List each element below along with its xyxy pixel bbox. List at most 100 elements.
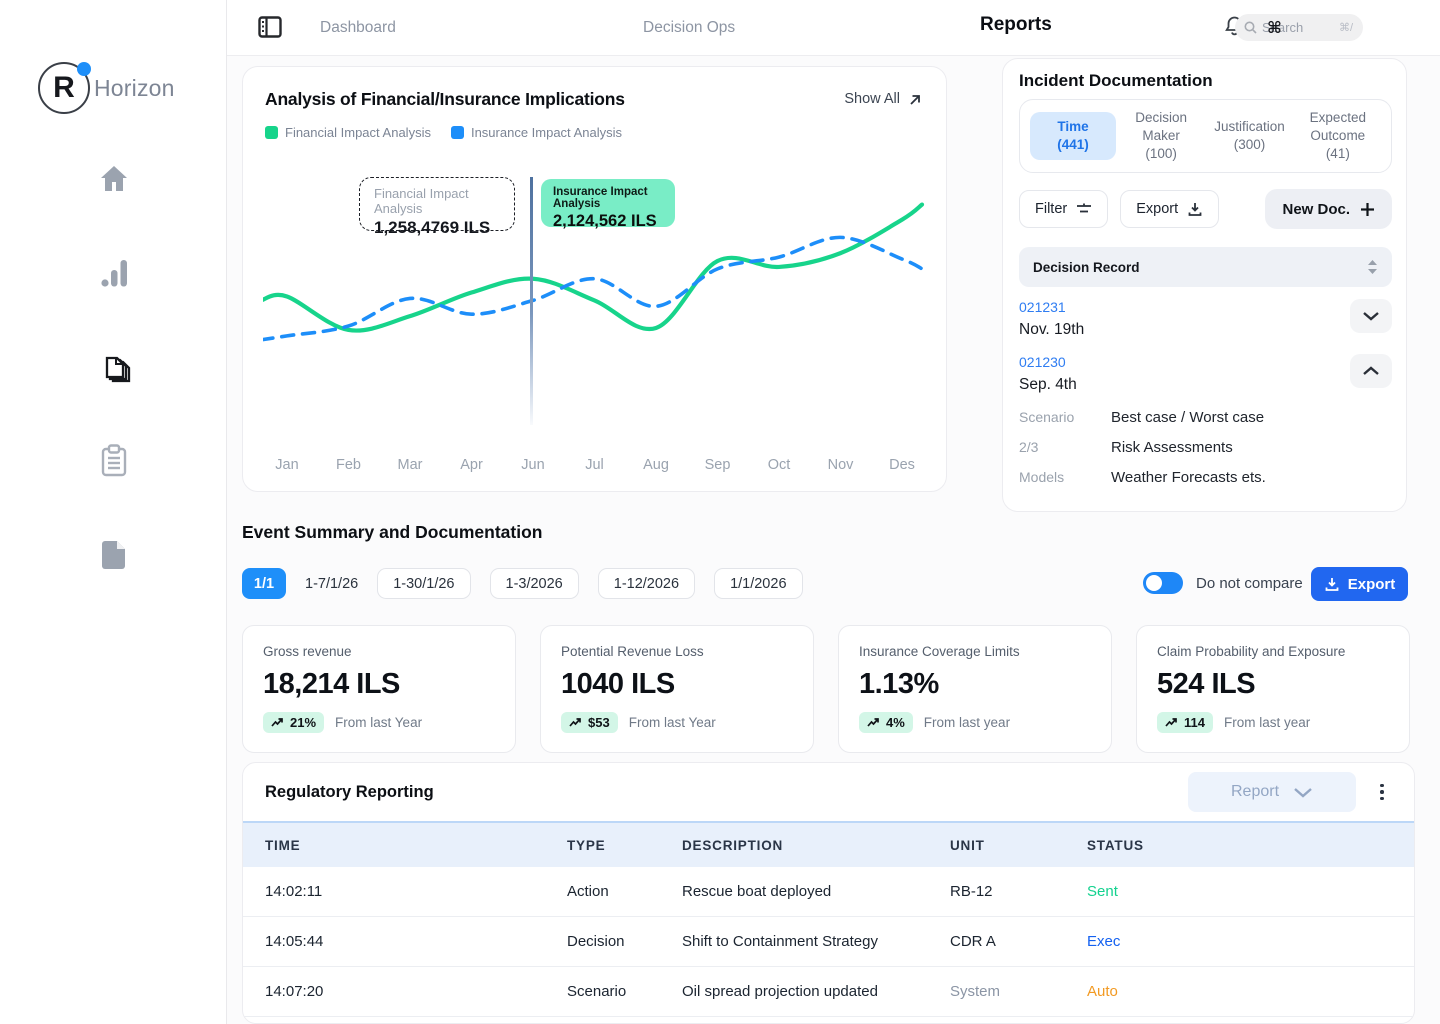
- tooltip-insurance: Insurance Impact Analysis 2,124,562 ILS: [541, 179, 675, 227]
- chevron-down-icon: [1293, 787, 1313, 798]
- new-doc-button[interactable]: New Doc.: [1265, 189, 1392, 229]
- record-details: Scenario Best case / Worst case 2/3 Risk…: [1019, 409, 1392, 486]
- record-expand-button[interactable]: [1350, 354, 1392, 388]
- sidebar-item-reports[interactable]: [95, 350, 133, 384]
- export-docs-button[interactable]: Export: [1120, 190, 1219, 228]
- col-time[interactable]: TIME: [265, 838, 567, 853]
- clipboard-icon: [98, 443, 130, 479]
- sidebar-toggle-button[interactable]: [257, 14, 284, 45]
- logo-initial: R: [53, 71, 75, 105]
- legend-swatch-blue: [451, 126, 464, 139]
- command-glyph-artifact: ⌘: [1267, 18, 1282, 38]
- filter-icon: [1076, 202, 1092, 216]
- x-axis-label: Jan: [275, 457, 298, 473]
- chart-marker-line: [530, 177, 533, 425]
- show-all-link[interactable]: Show All: [844, 91, 922, 107]
- stat-card: Potential Revenue Loss 1040 ILS $53 From…: [540, 625, 814, 753]
- brand-logo: R Horizon: [38, 62, 175, 114]
- record-id-link[interactable]: 021230: [1019, 354, 1066, 370]
- do-not-compare-toggle[interactable]: [1143, 572, 1183, 594]
- compare-control: Do not compare: [1143, 572, 1303, 594]
- export-button[interactable]: Export: [1311, 567, 1408, 601]
- date-chip[interactable]: 1/1/2026: [714, 568, 802, 599]
- documents-stack-icon: [95, 349, 133, 385]
- legend-item-financial: Financial Impact Analysis: [265, 125, 431, 140]
- x-axis-label: Feb: [336, 457, 361, 473]
- chevron-down-icon: [1362, 311, 1380, 321]
- trend-up-icon: [867, 717, 880, 728]
- x-axis-label: Nov: [828, 457, 854, 473]
- col-type[interactable]: TYPE: [567, 838, 682, 853]
- incident-tab[interactable]: Justification (300): [1206, 112, 1292, 160]
- chart-title: Analysis of Financial/Insurance Implicat…: [265, 89, 625, 110]
- incident-tab[interactable]: Expected Outcome (41): [1295, 112, 1381, 160]
- panel-toggle-icon: [257, 14, 284, 40]
- incident-tab[interactable]: Decision Maker (100): [1118, 112, 1204, 160]
- bar-chart-icon: [99, 257, 129, 289]
- trend-badge: 4%: [859, 712, 913, 733]
- app-root: R Horizon: [0, 0, 1440, 1024]
- date-chip[interactable]: 1-3/2026: [490, 568, 579, 599]
- date-chip[interactable]: 1/1: [242, 568, 286, 599]
- topbar: Dashboard Decision Ops Reports Search ⌘ …: [227, 0, 1440, 56]
- report-dropdown-button[interactable]: Report: [1188, 772, 1356, 812]
- table-row[interactable]: 14:05:44 Decision Shift to Containment S…: [243, 917, 1414, 967]
- tooltip-financial: Financial Impact Analysis 1,258,4769 ILS: [359, 177, 515, 231]
- brand-name: Horizon: [94, 75, 175, 102]
- table-body: 14:02:11 Action Rescue boat deployed RB-…: [243, 867, 1414, 1017]
- sidebar-item-home[interactable]: [95, 162, 133, 196]
- incident-actions: Filter Export New Doc.: [1019, 189, 1392, 229]
- incident-tab[interactable]: Time (441): [1030, 112, 1116, 160]
- sidebar: R Horizon: [0, 0, 227, 1024]
- nav-reports[interactable]: Reports: [980, 14, 1052, 36]
- decision-record-header[interactable]: Decision Record: [1019, 247, 1392, 287]
- trend-badge: $53: [561, 712, 618, 733]
- col-unit[interactable]: UNIT: [950, 838, 1087, 853]
- x-axis-label: Mar: [398, 457, 423, 473]
- date-chip[interactable]: 1-30/1/26: [377, 568, 470, 599]
- record-detail-row: Scenario Best case / Worst case: [1019, 409, 1392, 426]
- search-shortcut-hint: ⌘/: [1339, 21, 1353, 34]
- table-row[interactable]: 14:07:20 Scenario Oil spread projection …: [243, 967, 1414, 1017]
- col-description[interactable]: DESCRIPTION: [682, 838, 950, 853]
- date-chip[interactable]: 1-12/2026: [598, 568, 695, 599]
- sidebar-item-analytics[interactable]: [95, 256, 133, 290]
- filter-button[interactable]: Filter: [1019, 190, 1108, 228]
- record-date: Sep. 4th: [1019, 376, 1077, 394]
- sidebar-nav: [0, 162, 227, 572]
- record-expand-button[interactable]: [1350, 299, 1392, 333]
- trend-badge: 114: [1157, 712, 1213, 733]
- sidebar-item-file[interactable]: [95, 538, 133, 572]
- trend-up-icon: [1165, 717, 1178, 728]
- record-date: Nov. 19th: [1019, 321, 1084, 339]
- toggle-knob: [1146, 575, 1162, 591]
- record-id-link[interactable]: 021231: [1019, 299, 1066, 315]
- stat-card: Insurance Coverage Limits 1.13% 4% From …: [838, 625, 1112, 753]
- decision-records: 021231 Nov. 19th: [1019, 299, 1392, 499]
- chevron-up-icon: [1362, 366, 1380, 376]
- stat-cards: Gross revenue 18,214 ILS 21% From last Y…: [242, 625, 1410, 753]
- incident-title: Incident Documentation: [1019, 71, 1213, 91]
- search-icon: [1244, 21, 1257, 34]
- chart-legend: Financial Impact Analysis Insurance Impa…: [265, 125, 622, 140]
- col-status[interactable]: STATUS: [1087, 838, 1414, 853]
- decision-record: 021230 Sep. 4th Scenario: [1019, 354, 1392, 486]
- x-axis-label: Apr: [460, 457, 483, 473]
- search-input[interactable]: Search ⌘ ⌘/: [1235, 14, 1363, 41]
- nav-dashboard[interactable]: Dashboard: [320, 19, 396, 37]
- trend-up-icon: [569, 717, 582, 728]
- table-row[interactable]: 14:02:11 Action Rescue boat deployed RB-…: [243, 867, 1414, 917]
- x-axis-label: Jun: [521, 457, 544, 473]
- table-menu-button[interactable]: [1370, 780, 1394, 804]
- date-filter-chips: 1/1 1-7/1/26 1-30/1/26 1-3/2026 1-12/202…: [242, 568, 803, 599]
- date-chip[interactable]: 1-7/1/26: [305, 568, 358, 599]
- x-axis-label: Des: [889, 457, 915, 473]
- logo-accent-dot: [77, 62, 91, 76]
- decision-record: 021231 Nov. 19th: [1019, 299, 1392, 339]
- arrow-up-right-icon: [907, 92, 922, 107]
- file-icon: [99, 538, 129, 572]
- sidebar-item-clipboard[interactable]: [95, 444, 133, 478]
- nav-decision-ops[interactable]: Decision Ops: [643, 19, 735, 37]
- plus-icon: [1360, 202, 1375, 217]
- events-section-title: Event Summary and Documentation: [242, 522, 542, 543]
